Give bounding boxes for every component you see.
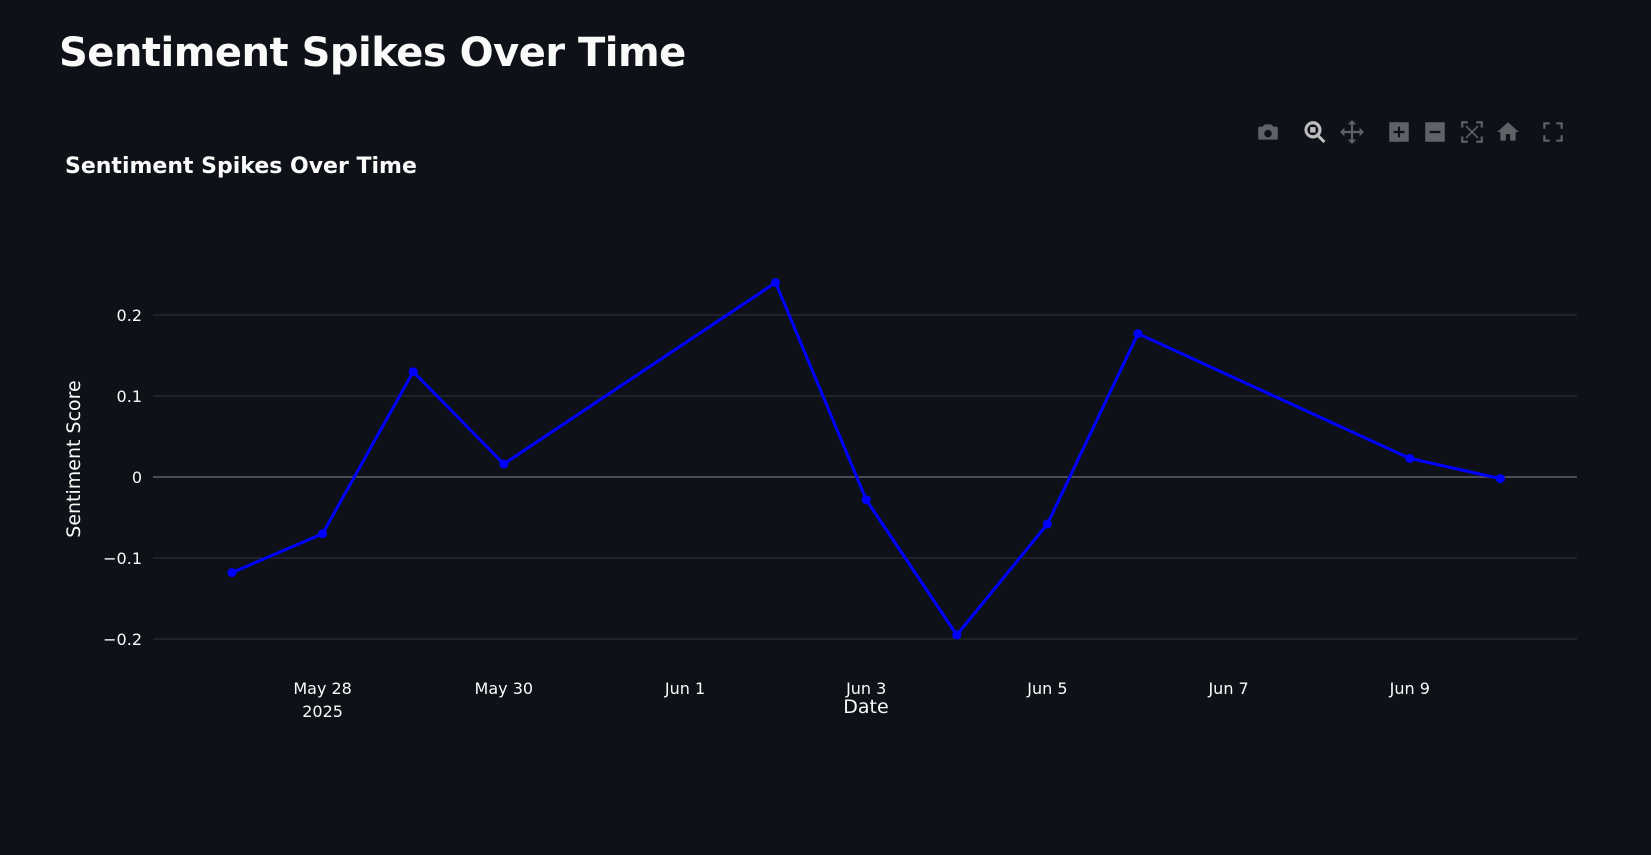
chart-title: Sentiment Spikes Over Time: [65, 154, 417, 179]
gridlines: [153, 314, 1577, 640]
x-axis-ticks: May 28 2025 May 30 Jun 1 Jun 3 Jun 5 Jun 7 Jun …: [293, 679, 1430, 721]
y-tick-label: 0: [132, 468, 142, 487]
data-point[interactable]: [1495, 474, 1505, 484]
x-tick-label: Jun 5: [1026, 679, 1067, 698]
zoom-in-icon[interactable]: [1385, 118, 1413, 146]
y-axis-title: Sentiment Score: [63, 380, 85, 537]
x-tick-label: May 30: [475, 679, 534, 698]
page-title: Sentiment Spikes Over Time: [59, 30, 686, 76]
data-point[interactable]: [771, 278, 781, 288]
x-tick-label: Jun 3: [845, 679, 886, 698]
x-tick-label: May 28: [293, 679, 352, 698]
chart-container: Sentiment Spikes Over Time 0.2 0.1 0 −0.1 −0…: [0, 110, 1651, 770]
data-point[interactable]: [1133, 329, 1143, 339]
data-point[interactable]: [499, 459, 509, 469]
fullscreen-icon[interactable]: [1539, 118, 1567, 146]
zoom-out-icon[interactable]: [1421, 118, 1449, 146]
y-tick-label: 0.2: [117, 306, 142, 325]
chart-modebar: [0, 118, 1651, 148]
y-tick-label: 0.1: [117, 387, 142, 406]
data-point[interactable]: [1042, 519, 1052, 529]
data-point[interactable]: [408, 367, 418, 377]
home-icon[interactable]: [1494, 118, 1522, 146]
x-tick-sublabel: 2025: [302, 702, 343, 721]
data-point[interactable]: [318, 529, 328, 539]
series-layer: [227, 278, 1505, 640]
pan-icon[interactable]: [1338, 118, 1366, 146]
data-point[interactable]: [227, 568, 237, 578]
y-tick-label: −0.1: [103, 549, 142, 568]
y-axis-ticks: 0.2 0.1 0 −0.1 −0.2: [103, 306, 142, 649]
series-line[interactable]: [231, 281, 1501, 637]
x-tick-label: Jun 1: [664, 679, 705, 698]
x-tick-label: Jun 9: [1389, 679, 1430, 698]
data-point[interactable]: [1405, 453, 1415, 463]
y-tick-label: −0.2: [103, 630, 142, 649]
x-tick-label: Jun 7: [1207, 679, 1248, 698]
camera-icon[interactable]: [1254, 118, 1282, 146]
data-point[interactable]: [861, 495, 871, 505]
zoom-icon[interactable]: [1301, 118, 1329, 146]
line-chart: Sentiment Spikes Over Time 0.2 0.1 0 −0.1 −0…: [63, 154, 1577, 721]
data-point[interactable]: [952, 630, 962, 640]
autoscale-icon[interactable]: [1458, 118, 1486, 146]
x-axis-title: Date: [843, 696, 888, 718]
